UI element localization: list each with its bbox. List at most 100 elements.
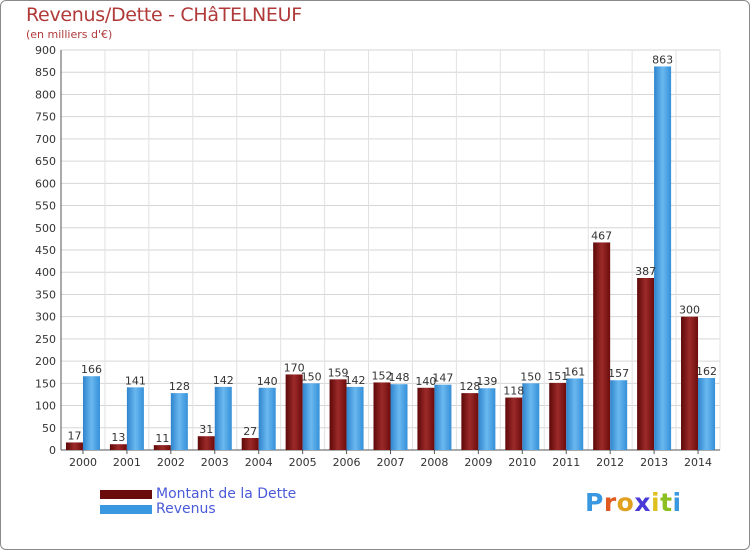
legend-swatch-revenus	[100, 504, 152, 514]
y-tick-label: 400	[35, 266, 56, 279]
data-label-revenus: 161	[564, 365, 585, 378]
bar-dette	[373, 382, 391, 450]
legend-item-revenus: Revenus	[100, 501, 216, 517]
logo-letter: i	[672, 488, 682, 517]
bars	[65, 66, 716, 450]
data-label-dette: 128	[459, 380, 480, 393]
logo-letter: r	[603, 488, 617, 517]
data-label-dette: 467	[591, 229, 612, 242]
bar-revenus	[214, 386, 232, 450]
data-label-dette: 151	[547, 370, 568, 383]
data-label-dette: 27	[243, 425, 257, 438]
bar-dette	[109, 444, 127, 450]
data-label-revenus: 142	[213, 374, 234, 387]
bar-dette	[637, 278, 655, 450]
bar-dette	[329, 379, 347, 450]
bar-revenus	[346, 386, 364, 450]
bar-dette	[241, 438, 259, 450]
x-tick-label: 2012	[596, 456, 624, 469]
legend-label-dette: Montant de la Dette	[156, 486, 297, 502]
logo-letter: P	[585, 488, 604, 517]
y-tick-label: 450	[35, 244, 56, 257]
data-label-dette: 152	[372, 369, 393, 382]
y-tick-label: 150	[35, 377, 56, 390]
x-tick-label: 2007	[377, 456, 405, 469]
data-label-dette: 118	[503, 385, 524, 398]
data-label-revenus: 150	[301, 370, 322, 383]
y-tick-label: 300	[35, 311, 56, 324]
y-tick-label: 350	[35, 288, 56, 301]
data-label-dette: 13	[111, 431, 125, 444]
bar-revenus	[566, 378, 584, 450]
bar-revenus	[170, 393, 188, 450]
x-tick-label: 2000	[69, 456, 97, 469]
bar-revenus	[522, 383, 540, 450]
bar-revenus	[698, 378, 716, 450]
bar-revenus	[654, 66, 672, 450]
y-tick-label: 900	[35, 44, 56, 57]
bar-dette	[65, 442, 83, 450]
y-tick-label: 650	[35, 155, 56, 168]
data-label-revenus: 166	[81, 363, 102, 376]
bar-dette	[549, 382, 567, 450]
bar-revenus	[82, 376, 100, 450]
proxiti-logo: Proxiti	[585, 488, 682, 517]
y-tick-label: 50	[42, 422, 56, 435]
data-label-revenus: 128	[169, 380, 190, 393]
x-tick-label: 2005	[289, 456, 317, 469]
data-label-revenus: 157	[608, 367, 629, 380]
x-tick-label: 2002	[157, 456, 185, 469]
bar-revenus	[478, 388, 496, 450]
bar-revenus	[258, 387, 276, 450]
x-tick-label: 2004	[245, 456, 273, 469]
legend-item-dette: Montant de la Dette	[100, 486, 296, 502]
legend-label-revenus: Revenus	[156, 501, 216, 517]
logo-letter: x	[634, 488, 651, 517]
bar-dette	[505, 397, 523, 450]
x-tick-label: 2009	[464, 456, 492, 469]
bar-revenus	[302, 383, 320, 450]
bar-revenus	[390, 384, 408, 450]
data-label-dette: 17	[67, 429, 81, 442]
data-label-revenus: 148	[389, 371, 410, 384]
logo-letter: i	[651, 488, 661, 517]
chart-subtitle: (en milliers d'€)	[26, 28, 113, 41]
bar-dette	[681, 316, 699, 450]
y-tick-label: 850	[35, 66, 56, 79]
y-tick-label: 800	[35, 88, 56, 101]
data-label-dette: 170	[284, 361, 305, 374]
data-label-dette: 11	[155, 432, 169, 445]
y-tick-label: 0	[49, 444, 56, 457]
chart-title: Revenus/Dette - CHâTELNEUF	[26, 4, 302, 26]
y-tick-label: 250	[35, 333, 56, 346]
y-tick-label: 500	[35, 222, 56, 235]
y-tick-label: 600	[35, 177, 56, 190]
logo-letter: o	[616, 488, 635, 517]
y-tick-label: 100	[35, 400, 56, 413]
data-label-revenus: 139	[476, 375, 497, 388]
bar-dette	[153, 445, 171, 450]
data-label-dette: 159	[328, 366, 349, 379]
bar-revenus	[610, 380, 628, 450]
x-tick-label: 2003	[201, 456, 229, 469]
data-label-dette: 140	[415, 375, 436, 388]
x-tick-label: 2013	[640, 456, 668, 469]
y-tick-label: 700	[35, 133, 56, 146]
bar-revenus	[126, 387, 144, 450]
data-label-revenus: 140	[257, 375, 278, 388]
data-label-revenus: 162	[696, 365, 717, 378]
x-tick-label: 2014	[684, 456, 712, 469]
x-tick-label: 2001	[113, 456, 141, 469]
data-label-revenus: 141	[125, 374, 146, 387]
y-tick-label: 750	[35, 111, 56, 124]
data-label-revenus: 150	[520, 370, 541, 383]
data-label-dette: 387	[635, 265, 656, 278]
x-tick-label: 2011	[552, 456, 580, 469]
bar-dette	[593, 242, 611, 450]
legend-swatch-dette	[100, 489, 152, 499]
bar-revenus	[434, 384, 452, 450]
data-label-revenus: 863	[652, 53, 673, 66]
